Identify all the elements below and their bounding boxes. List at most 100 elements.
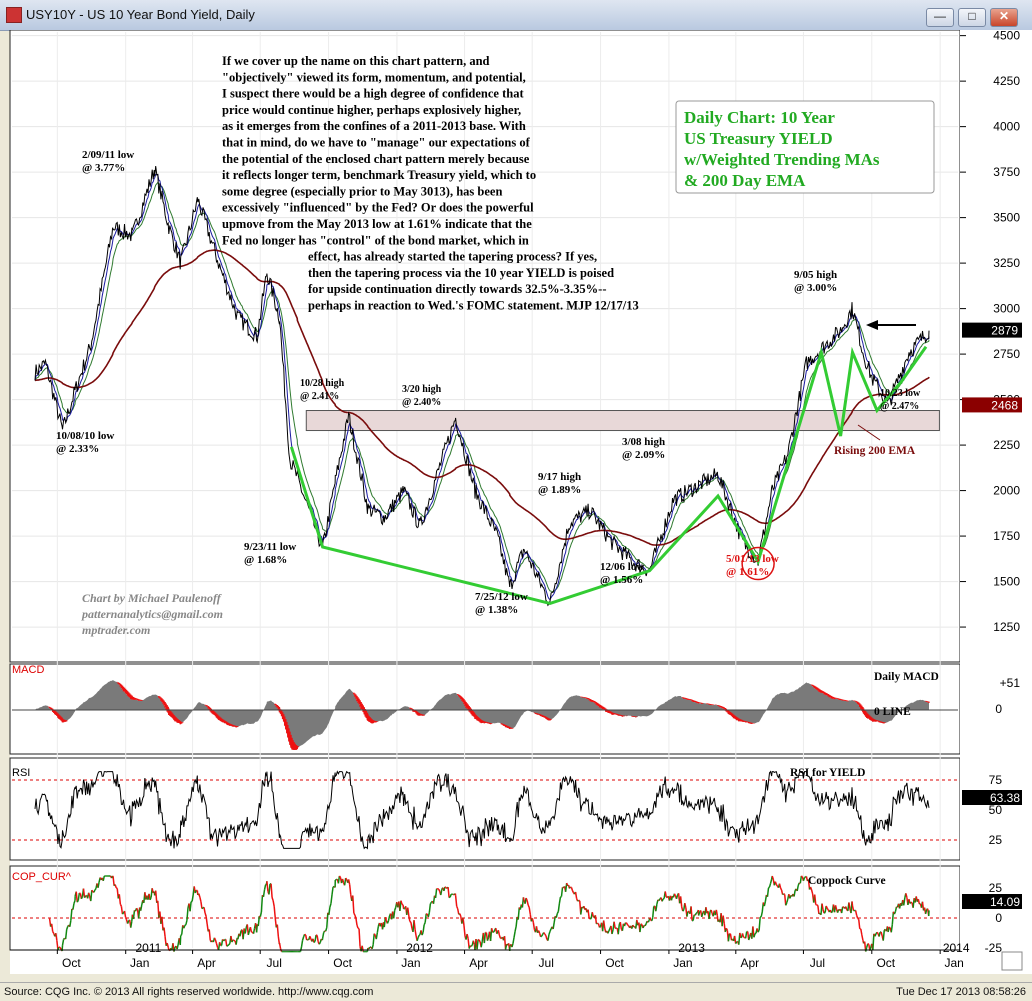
coppock-segment bbox=[879, 932, 880, 936]
title-bar[interactable]: USY10Y - US 10 Year Bond Yield, Daily — … bbox=[0, 0, 1032, 31]
coppock-segment bbox=[512, 943, 513, 947]
coppock-segment bbox=[479, 940, 480, 942]
coppock-segment bbox=[467, 934, 468, 939]
coppock-segment bbox=[754, 934, 755, 937]
coppock-segment bbox=[346, 878, 347, 880]
price-label-2-1: @ 2.41% bbox=[300, 391, 339, 402]
commentary-line-9: excessively "influenced" by the Fed? Or … bbox=[222, 201, 534, 215]
coppock-tick-2: -25 bbox=[985, 941, 1003, 955]
price-tick-label-9: 3500 bbox=[993, 211, 1020, 225]
coppock-segment bbox=[414, 920, 415, 929]
coppock-segment bbox=[357, 925, 358, 928]
x-tick-label-11: Jul bbox=[810, 956, 825, 970]
minimize-button[interactable]: — bbox=[926, 8, 954, 27]
coppock-segment bbox=[526, 898, 527, 901]
coppock-segment bbox=[85, 896, 86, 897]
app-icon bbox=[6, 7, 22, 23]
coppock-segment bbox=[904, 898, 905, 905]
coppock-segment bbox=[581, 907, 582, 915]
scroll-right-button bbox=[1002, 952, 1022, 970]
coppock-segment bbox=[89, 893, 90, 897]
coppock-segment bbox=[119, 894, 120, 904]
coppock-segment bbox=[374, 934, 375, 936]
coppock-tick-1: 0 bbox=[995, 911, 1002, 925]
close-button[interactable]: ✕ bbox=[990, 8, 1018, 27]
coppock-segment bbox=[215, 940, 216, 944]
price-label-1-1: @ 2.33% bbox=[56, 443, 99, 455]
year-label-0: 2011 bbox=[135, 941, 161, 955]
coppock-segment bbox=[67, 927, 68, 930]
coppock-segment bbox=[116, 888, 117, 889]
coppock-segment bbox=[202, 908, 203, 909]
coppock-segment bbox=[755, 933, 756, 934]
coppock-segment bbox=[339, 876, 340, 877]
coppock-segment bbox=[254, 928, 255, 933]
coppock-segment bbox=[234, 940, 235, 941]
coppock-segment bbox=[269, 884, 270, 894]
commentary-line-8: some degree (especially prior to May 301… bbox=[222, 184, 502, 198]
coppock-segment bbox=[877, 932, 878, 933]
coppock-segment bbox=[541, 936, 542, 937]
coppock-segment bbox=[784, 894, 785, 895]
price-tick-label-12: 4250 bbox=[993, 74, 1020, 88]
coppock-segment bbox=[702, 913, 703, 917]
coppock-segment bbox=[324, 931, 325, 933]
price-tick-label-3: 2000 bbox=[993, 484, 1020, 498]
coppock-segment bbox=[787, 899, 788, 903]
coppock-segment bbox=[273, 901, 274, 907]
commentary-line-1: "objectively" viewed its form, momentum,… bbox=[222, 70, 526, 84]
coppock-segment bbox=[728, 934, 729, 942]
coppock-segment bbox=[217, 944, 218, 948]
coppock-segment bbox=[200, 897, 201, 901]
coppock-segment bbox=[514, 931, 515, 937]
coppock-segment bbox=[441, 889, 442, 895]
coppock-segment bbox=[162, 917, 163, 931]
price-label-6-0: 7/25/12 low bbox=[475, 591, 528, 603]
coppock-segment bbox=[141, 905, 142, 911]
coppock-segment bbox=[280, 943, 281, 949]
coppock-segment bbox=[723, 916, 724, 924]
coppock-segment bbox=[817, 905, 818, 906]
coppock-segment bbox=[121, 906, 122, 914]
coppock-segment bbox=[199, 894, 200, 897]
coppock-segment bbox=[122, 913, 123, 914]
coppock-segment bbox=[549, 931, 550, 934]
coppock-segment bbox=[128, 921, 129, 924]
coppock-segment bbox=[691, 906, 692, 920]
commentary-line-0: If we cover up the name on this chart pa… bbox=[222, 54, 490, 68]
source-text: Source: CQG Inc. © 2013 All rights reser… bbox=[4, 986, 373, 998]
coppock-segment bbox=[592, 912, 593, 916]
coppock-segment bbox=[827, 908, 828, 909]
coppock-segment bbox=[473, 941, 474, 944]
rsi-label: RSI bbox=[12, 767, 30, 779]
coppock-segment bbox=[576, 892, 577, 899]
coppock-segment bbox=[315, 935, 316, 941]
coppock-segment bbox=[439, 889, 440, 891]
coppock-segment bbox=[794, 891, 795, 897]
coppock-segment bbox=[409, 916, 410, 922]
coppock-segment bbox=[355, 915, 356, 918]
coppock-segment bbox=[186, 920, 187, 924]
coppock-segment bbox=[849, 902, 850, 908]
coppock-segment bbox=[362, 946, 363, 952]
coppock-segment bbox=[184, 925, 185, 928]
coppock-segment bbox=[515, 926, 516, 931]
coppock-segment bbox=[201, 901, 202, 908]
coppock-segment bbox=[539, 930, 540, 933]
coppock-segment bbox=[770, 883, 771, 887]
maximize-button[interactable]: □ bbox=[958, 8, 986, 27]
coppock-segment bbox=[550, 929, 551, 932]
coppock-segment bbox=[527, 901, 528, 906]
price-tick-label-0: 1250 bbox=[993, 620, 1020, 634]
coppock-segment bbox=[797, 886, 798, 891]
zero-line-label: 0 LINE bbox=[874, 706, 911, 718]
coppock-segment bbox=[245, 928, 246, 934]
coppock-segment bbox=[411, 922, 412, 928]
coppock-segment bbox=[133, 910, 134, 919]
price-label-5-0: 9/17 high bbox=[538, 471, 581, 483]
coppock-segment bbox=[77, 900, 78, 902]
coppock-segment bbox=[558, 904, 559, 912]
coppock-segment bbox=[696, 912, 697, 913]
price-label-11-1: @ 2.47% bbox=[880, 401, 919, 412]
rsi-tick-0: 75 bbox=[989, 773, 1003, 787]
